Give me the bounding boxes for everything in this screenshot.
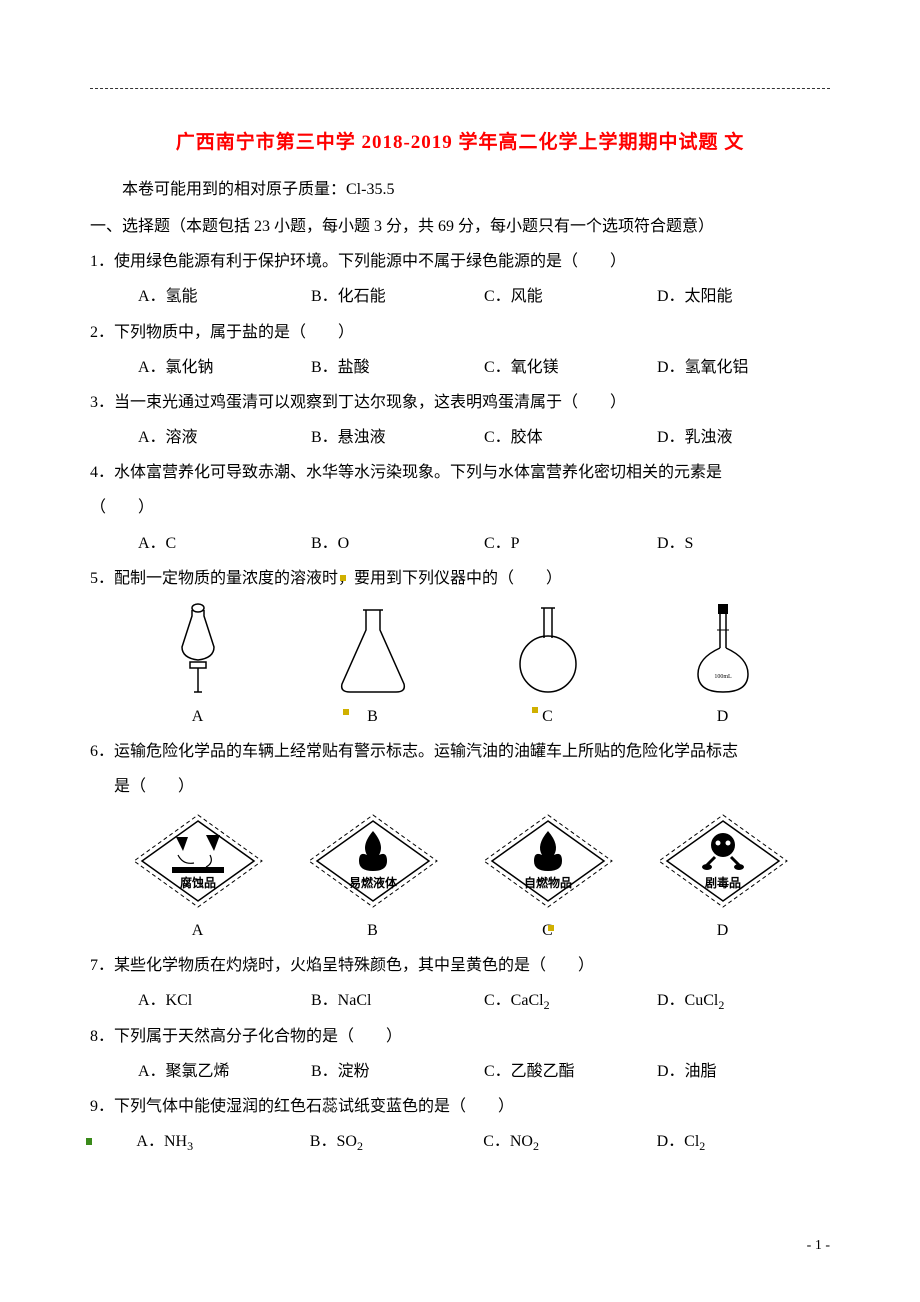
green-marker-icon <box>86 1138 92 1145</box>
q4-opt-d: D．S <box>657 526 830 561</box>
q2-opt-a: A．氯化钠 <box>138 350 311 385</box>
q3-text: 3．当一束光通过鸡蛋清可以观察到丁达尔现象，这表明鸡蛋清属于（ ） <box>90 385 830 420</box>
question-2: 2．下列物质中，属于盐的是（ ） A．氯化钠 B．盐酸 C．氧化镁 D．氢氧化铝 <box>90 315 830 385</box>
q9-opt-d: D．Cl2 <box>657 1124 830 1160</box>
question-7: 7．某些化学物质在灼烧时，火焰呈特殊颜色，其中呈黄色的是（ ） A．KCl B．… <box>90 948 830 1019</box>
q9-opt-b: B．SO2 <box>310 1124 483 1160</box>
question-4: 4．水体富营养化可导致赤潮、水华等水污染现象。下列与水体富营养化密切相关的元素是… <box>90 455 830 561</box>
q3-opt-a: A．溶液 <box>138 420 311 455</box>
q8-opt-d: D．油脂 <box>657 1054 830 1089</box>
q6-label-a: A <box>110 913 285 948</box>
haz-c-label: 自燃物品 <box>523 875 571 890</box>
q4-text1: 4．水体富营养化可导致赤潮、水华等水污染现象。下列与水体富营养化密切相关的元素是 <box>90 455 830 490</box>
haz-a-label: 腐蚀品 <box>179 875 215 890</box>
q2-opt-b: B．盐酸 <box>311 350 484 385</box>
q9-text: 9．下列气体中能使湿润的红色石蕊试纸变蓝色的是（ ） <box>90 1089 830 1124</box>
q6-text: 6．运输危险化学品的车辆上经常贴有警示标志。运输汽油的油罐车上所贴的危险化学品标… <box>90 734 830 769</box>
question-3: 3．当一束光通过鸡蛋清可以观察到丁达尔现象，这表明鸡蛋清属于（ ） A．溶液 B… <box>90 385 830 455</box>
q7-opt-c: C．CaCl2 <box>484 983 657 1019</box>
q7-opt-a: A．KCl <box>138 983 311 1019</box>
q6-figures: 腐蚀品 易燃液体 自燃物品 <box>110 811 810 911</box>
q5-fig-a: A <box>110 602 285 734</box>
q6-haz-d: 剧毒品 <box>653 811 793 911</box>
q4-opt-b: B．O <box>311 526 484 561</box>
q6-label-d: D <box>635 913 810 948</box>
q5-fig-c: C <box>460 602 635 734</box>
q3-opt-b: B．悬浊液 <box>311 420 484 455</box>
q3-opt-d: D．乳浊液 <box>657 420 830 455</box>
q9-opt-a: A．NH3 <box>98 1124 310 1160</box>
q6-haz-a: 腐蚀品 <box>128 811 268 911</box>
svg-text:100mL: 100mL <box>714 674 732 680</box>
yellow-marker-icon <box>340 575 346 581</box>
q2-text: 2．下列物质中，属于盐的是（ ） <box>90 315 830 350</box>
q8-text: 8．下列属于天然高分子化合物的是（ ） <box>90 1019 830 1054</box>
q5-label-c: C <box>542 708 553 725</box>
q1-opt-a: A．氢能 <box>138 279 311 314</box>
q6-label-b: B <box>285 913 460 948</box>
toxic-hazard-icon: 剧毒品 <box>653 811 793 911</box>
question-5: 5．配制一定物质的量浓度的溶液时，要用到下列仪器中的（ ） A B <box>90 561 830 734</box>
q1-opt-b: B．化石能 <box>311 279 484 314</box>
atomic-mass-note: 本卷可能用到的相对原子质量：Cl-35.5 <box>90 172 830 207</box>
question-1: 1．使用绿色能源有利于保护环境。下列能源中不属于绿色能源的是（ ） A．氢能 B… <box>90 244 830 314</box>
q5-text: 5．配制一定物质的量浓度的溶液时，要用到下列仪器中的（ ） <box>90 570 562 587</box>
q4-text2: （ ） <box>90 490 830 525</box>
question-6: 6．运输危险化学品的车辆上经常贴有警示标志。运输汽油的油罐车上所贴的危险化学品标… <box>90 734 830 948</box>
spontaneous-combustion-hazard-icon: 自燃物品 <box>478 811 618 911</box>
q4-opt-c: C．P <box>484 526 657 561</box>
haz-b-label: 易燃液体 <box>348 875 397 890</box>
q1-opt-c: C．风能 <box>484 279 657 314</box>
yellow-marker-icon <box>532 707 538 713</box>
q4-opt-a: A．C <box>138 526 311 561</box>
top-rule <box>90 88 830 89</box>
q6-text2: 是（ ） <box>90 769 830 804</box>
q8-opt-b: B．淀粉 <box>311 1054 484 1089</box>
q7-opt-d: D．CuCl2 <box>657 983 830 1019</box>
q2-opt-d: D．氢氧化铝 <box>657 350 830 385</box>
conical-flask-icon <box>328 602 418 697</box>
question-8: 8．下列属于天然高分子化合物的是（ ） A．聚氯乙烯 B．淀粉 C．乙酸乙酯 D… <box>90 1019 830 1089</box>
q5-label-b: B <box>367 708 378 725</box>
q8-opt-c: C．乙酸乙酯 <box>484 1054 657 1089</box>
q5-label-d: D <box>635 699 810 734</box>
q5-fig-b: B <box>285 602 460 734</box>
page-number: - 1 - <box>807 1231 830 1262</box>
q6-haz-b: 易燃液体 <box>303 811 443 911</box>
q1-text: 1．使用绿色能源有利于保护环境。下列能源中不属于绿色能源的是（ ） <box>90 244 830 279</box>
q5-fig-d: 100mL D <box>635 602 810 734</box>
question-9: 9．下列气体中能使湿润的红色石蕊试纸变蓝色的是（ ） A．NH3 B．SO2 C… <box>90 1089 830 1160</box>
q3-opt-c: C．胶体 <box>484 420 657 455</box>
q7-text: 7．某些化学物质在灼烧时，火焰呈特殊颜色，其中呈黄色的是（ ） <box>90 948 830 983</box>
section-1-header: 一、选择题（本题包括 23 小题，每小题 3 分，共 69 分，每小题只有一个选… <box>90 209 830 244</box>
q5-label-a: A <box>110 699 285 734</box>
q8-opt-a: A．聚氯乙烯 <box>138 1054 311 1089</box>
haz-d-label: 剧毒品 <box>704 875 740 890</box>
corrosive-hazard-icon: 腐蚀品 <box>128 811 268 911</box>
q6-haz-c: 自燃物品 <box>478 811 618 911</box>
q7-opt-b: B．NaCl <box>311 983 484 1019</box>
q1-opt-d: D．太阳能 <box>657 279 830 314</box>
flammable-liquid-hazard-icon: 易燃液体 <box>303 811 443 911</box>
separating-funnel-icon <box>168 602 228 697</box>
q9-opt-c: C．NO2 <box>483 1124 656 1160</box>
yellow-marker-icon <box>548 925 554 931</box>
q2-opt-c: C．氧化镁 <box>484 350 657 385</box>
yellow-marker-icon <box>343 709 349 715</box>
exam-title: 广西南宁市第三中学 2018-2019 学年高二化学上学期期中试题 文 <box>90 122 830 164</box>
round-bottom-flask-icon <box>508 602 588 697</box>
q5-figures: A B C <box>110 602 810 734</box>
volumetric-flask-icon: 100mL <box>688 602 758 697</box>
